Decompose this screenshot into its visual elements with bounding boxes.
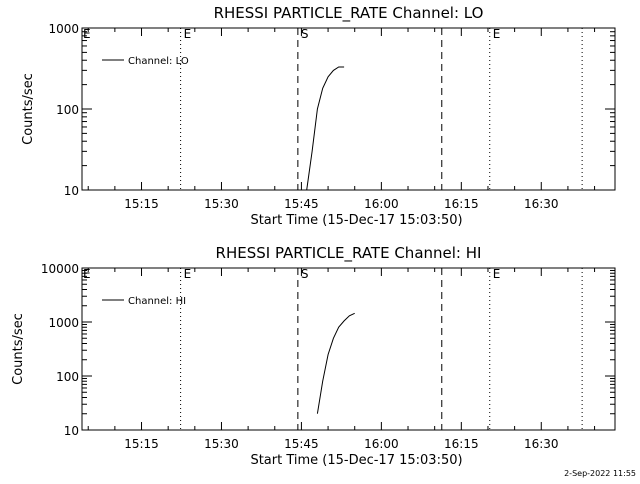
legend-label: Channel: LO [128, 56, 189, 67]
y-tick-label: 10 [64, 184, 79, 198]
event-marker-label: E [184, 27, 192, 41]
x-tick-label: 15:30 [204, 437, 239, 451]
y-axis-label: Counts/sec [11, 313, 26, 385]
x-tick-label: 16:30 [524, 197, 559, 211]
x-axis-label: Start Time (15-Dec-17 15:03:50) [250, 453, 462, 468]
series-line-channel-lo [306, 66, 345, 191]
y-axis-label: Counts/sec [21, 73, 36, 145]
event-marker-label: E [493, 27, 501, 41]
x-tick-label: 15:15 [124, 437, 159, 451]
x-tick-label: 16:30 [524, 437, 559, 451]
y-tick-label: 10000 [41, 262, 79, 276]
x-tick-label: 16:00 [364, 437, 399, 451]
panel-hi: RHESSI PARTICLE_RATE Channel: HI 15:15 15:… [11, 244, 616, 468]
panel-lo: RHESSI PARTICLE_RATE Channel: LO 15:15 15:… [21, 4, 616, 228]
event-marker-label: E [184, 267, 192, 281]
corner-marker-label: E [83, 27, 91, 41]
y-tick-label: 10 [64, 424, 79, 438]
x-axis-label: Start Time (15-Dec-17 15:03:50) [250, 213, 462, 228]
x-tick-label: 15:15 [124, 197, 159, 211]
y-tick-label: 1000 [48, 22, 79, 36]
event-marker-label: S [301, 27, 309, 41]
timestamp-label: 2-Sep-2022 11:55 [564, 469, 636, 478]
y-tick-label: 1000 [48, 316, 79, 330]
event-marker-label: E [493, 267, 501, 281]
plot-frame [81, 267, 616, 431]
y-tick-label: 100 [56, 103, 79, 117]
corner-marker-label: E [83, 267, 91, 281]
x-tick-label: 16:00 [364, 197, 399, 211]
x-tick-label: 16:15 [444, 437, 479, 451]
x-tick-label: 15:45 [284, 437, 319, 451]
y-tick-label: 100 [56, 370, 79, 384]
x-tick-label: 15:30 [204, 197, 239, 211]
x-tick-label: 16:15 [444, 197, 479, 211]
legend-label: Channel: HI [128, 296, 186, 307]
chart-title: RHESSI PARTICLE_RATE Channel: HI [216, 244, 482, 263]
series-line-channel-hi [316, 312, 355, 414]
plot-frame [81, 27, 616, 191]
x-tick-label: 15:45 [284, 197, 319, 211]
event-marker-label: S [301, 267, 309, 281]
chart-title: RHESSI PARTICLE_RATE Channel: LO [214, 4, 484, 23]
